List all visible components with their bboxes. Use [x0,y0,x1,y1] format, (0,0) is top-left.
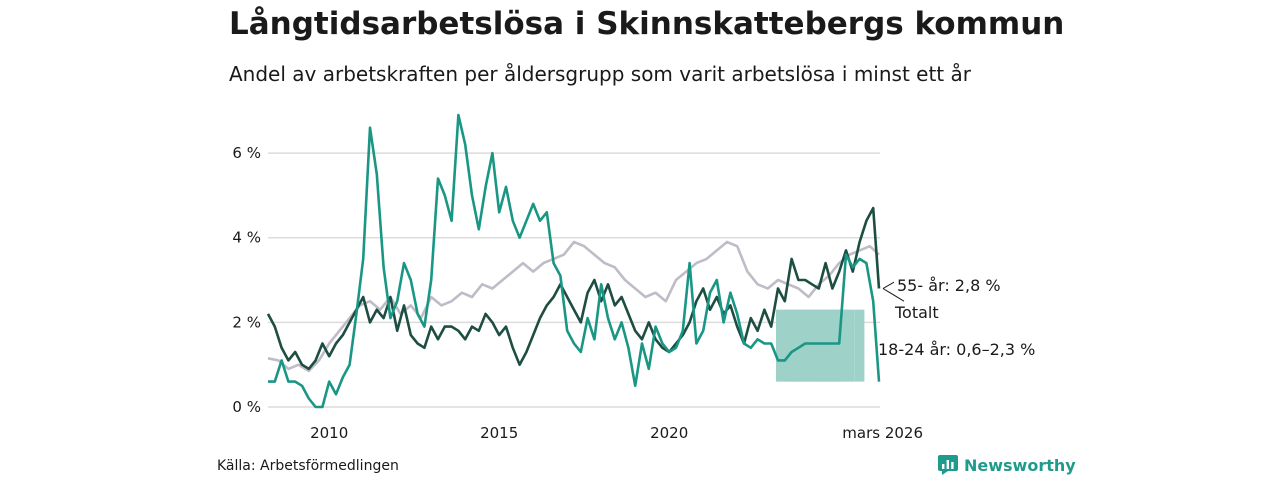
newsworthy-logo-icon [938,455,958,475]
line-layer [266,113,881,409]
y-tick-label: 0 % [232,398,261,416]
label-connector [882,288,905,302]
end-label-55-plus: 55- år: 2,8 % [897,276,1001,295]
y-tick-label: 4 % [232,229,261,247]
label-connector [882,281,895,289]
tick-layer: 0 % 2 % 4 % 6 % 2010 2015 2020 mars 2026 [232,144,923,442]
x-tick-label: 2010 [310,424,348,442]
series-line-55-plus [266,206,881,371]
uncertainty-band-bar [854,309,865,382]
y-tick-label: 6 % [232,144,261,162]
x-tick-label: 2015 [480,424,518,442]
brand-logo: Newsworthy [938,455,1076,475]
source-note: Källa: Arbetsförmedlingen [217,458,399,474]
chart-title: Långtidsarbetslösa i Skinnskattebergs ko… [229,6,1065,42]
end-label-18-24: 18-24 år: 0,6–2,3 % [878,340,1035,359]
series-line-18-24 [268,113,881,409]
label-layer: 55- år: 2,8 % Totalt 18-24 år: 0,6–2,3 % [878,276,1035,359]
band-layer [776,309,865,382]
x-tick-label: mars 2026 [842,424,923,442]
y-tick-label: 2 % [232,313,261,331]
series-line-totalt [267,240,880,373]
x-tick-label: 2020 [650,424,688,442]
end-label-totalt: Totalt [894,303,939,322]
brand-name: Newsworthy [964,455,1076,475]
chart-subtitle: Andel av arbetskraften per åldersgrupp s… [229,62,971,86]
